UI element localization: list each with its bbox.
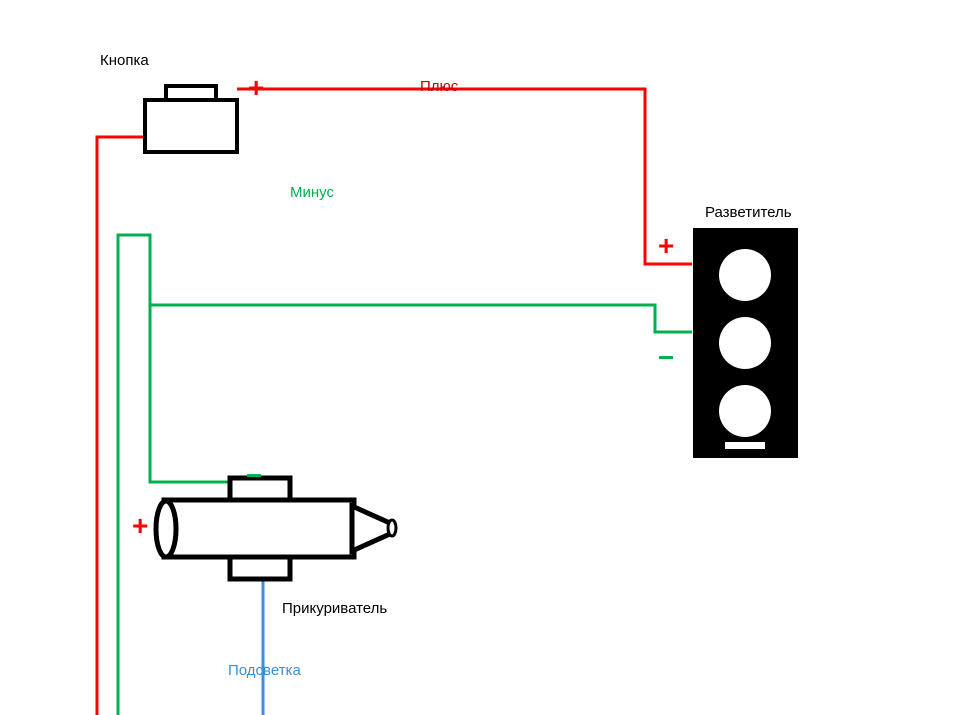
button-component: [145, 86, 237, 152]
button-label: Кнопка: [100, 52, 149, 69]
minus-wire: [118, 235, 692, 715]
lighter-component: [156, 478, 396, 579]
lighter-label: Прикуриватель: [282, 600, 387, 617]
plus-label: Плюс: [420, 78, 458, 95]
plus-sign-splitter: +: [658, 230, 674, 262]
plus-sign-button: +: [248, 72, 264, 104]
minus-sign-splitter: −: [658, 342, 674, 374]
plus-wire: [97, 89, 692, 715]
plus-sign-lighter: +: [132, 510, 148, 542]
splitter-label: Разветитель: [705, 204, 792, 221]
splitter-component: [693, 228, 798, 458]
minus-sign-lighter: −: [246, 460, 262, 492]
backlight-label: Подсветка: [228, 662, 301, 679]
wiring-diagram: [0, 0, 960, 715]
minus-label: Минус: [290, 184, 334, 201]
